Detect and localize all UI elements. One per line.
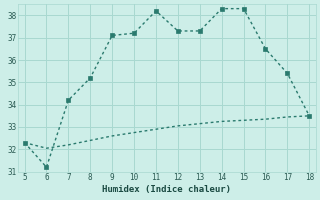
X-axis label: Humidex (Indice chaleur): Humidex (Indice chaleur): [102, 185, 231, 194]
